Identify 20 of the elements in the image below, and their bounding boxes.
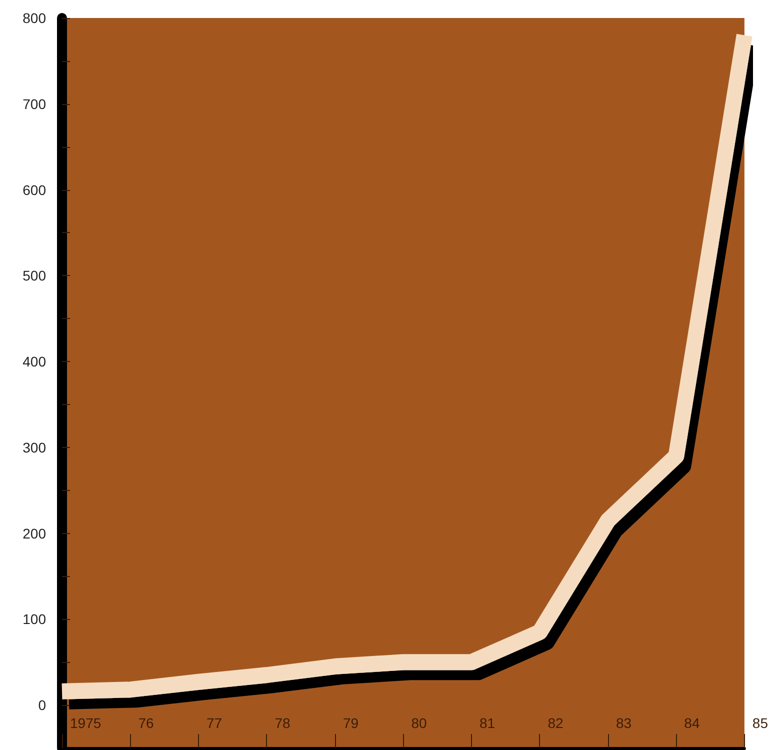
y-tick-label: 400 — [22, 354, 46, 370]
x-tick-label: 76 — [138, 715, 154, 731]
x-tick-label: 1975 — [70, 715, 102, 731]
x-tick-label: 85 — [752, 715, 768, 731]
y-tick-label: 0 — [38, 697, 46, 714]
x-tick-label: 82 — [548, 715, 564, 731]
x-tick-label: 78 — [274, 715, 291, 731]
y-tick-label: 800 — [22, 10, 46, 26]
x-tick-label: 84 — [684, 715, 700, 731]
x-tick-label: 79 — [342, 715, 359, 731]
x-tick-label: 80 — [411, 715, 427, 731]
y-tick-label: 300 — [22, 439, 46, 456]
y-tick-label: 200 — [22, 525, 46, 542]
y-tick-label: 500 — [22, 268, 46, 284]
x-tick-label: 81 — [479, 715, 496, 731]
x-tick-label: 77 — [206, 715, 222, 731]
y-tick-label: 600 — [22, 182, 46, 198]
y-tick-label: 700 — [22, 96, 46, 112]
x-tick-label: 83 — [616, 715, 632, 731]
y-tick-label: 100 — [22, 611, 46, 628]
